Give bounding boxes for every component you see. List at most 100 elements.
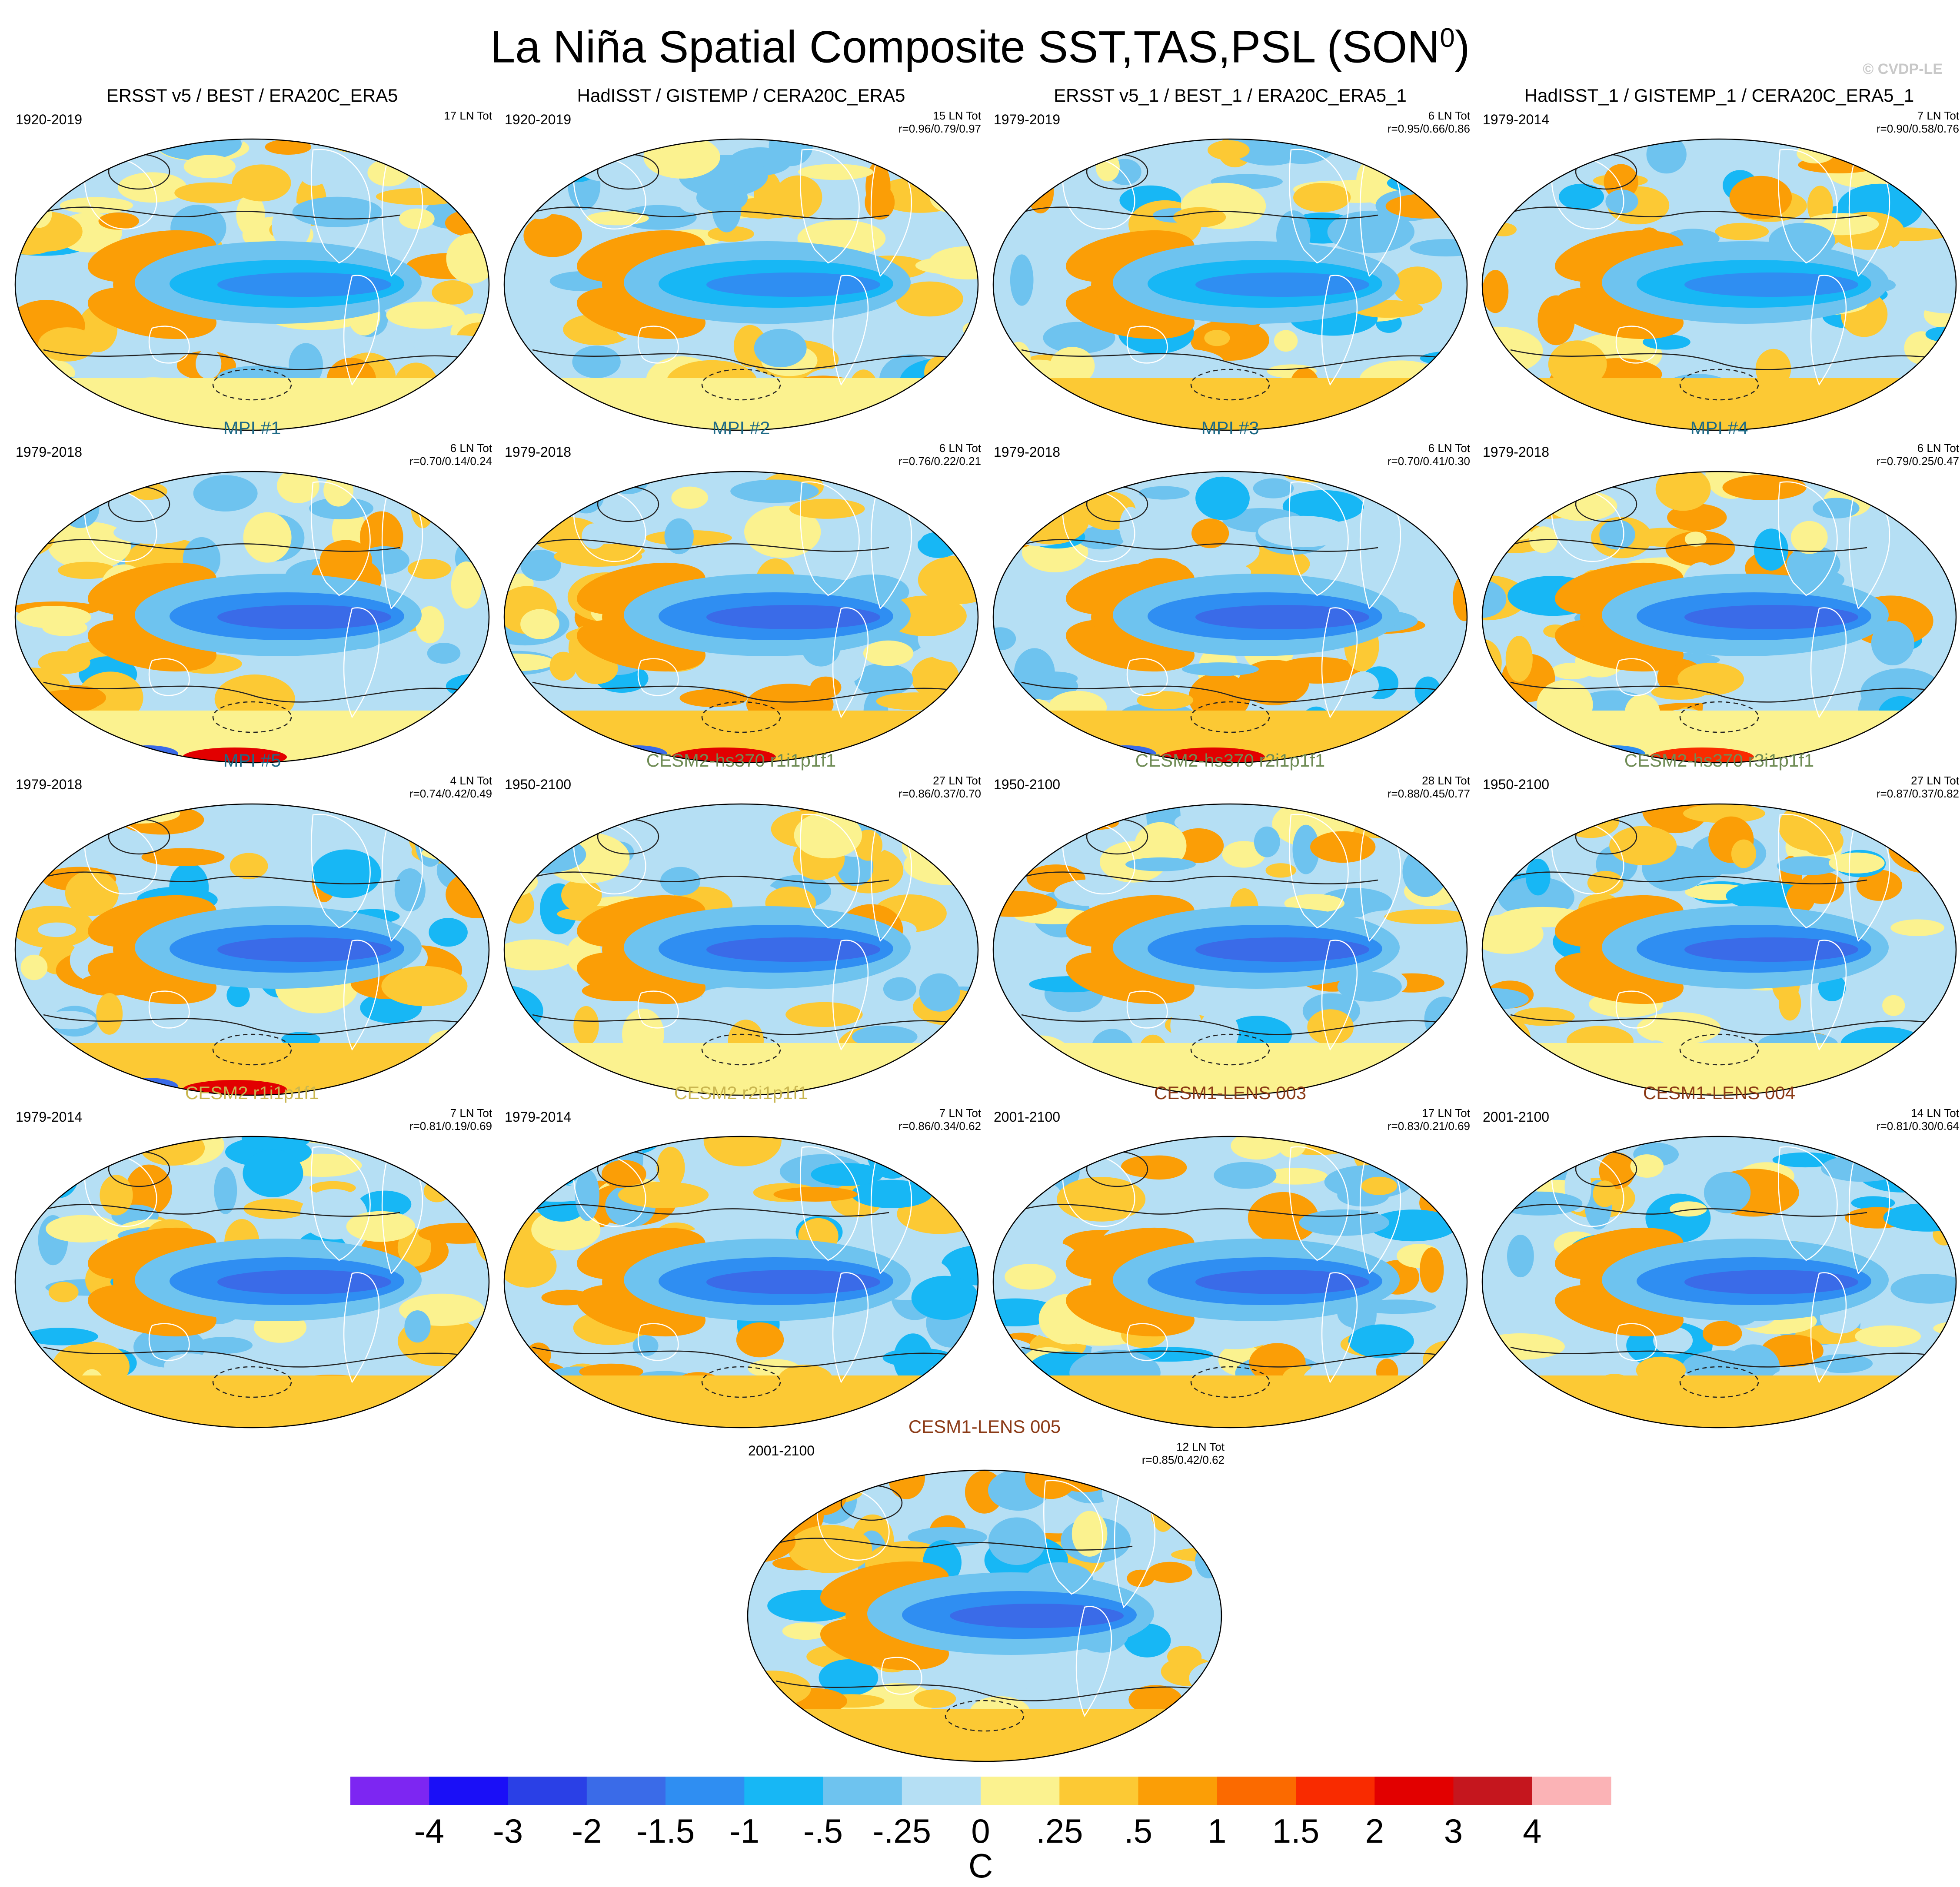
anomaly-patch <box>1025 1470 1077 1499</box>
coastline <box>1615 990 1657 1029</box>
anomaly-patch <box>1361 1176 1398 1195</box>
map-panel: CESM2-hs370 r2i1p1f1 1950-2100 28 LN Tot r=… <box>987 750 1474 1096</box>
coastline <box>637 658 679 696</box>
colorbar-swatch <box>429 1777 509 1805</box>
anomaly-patch <box>1847 472 1899 488</box>
global-map <box>992 1136 1468 1429</box>
anomaly-patch <box>1148 1561 1192 1583</box>
anomaly-patch <box>1348 671 1379 700</box>
anomaly-patch <box>794 812 862 859</box>
coastline <box>1126 658 1168 696</box>
anomaly-patch <box>1191 518 1229 548</box>
anomaly-patch <box>924 356 954 389</box>
anomaly-patch <box>1677 663 1744 695</box>
map-outline <box>503 1136 979 1429</box>
coastline <box>84 1153 157 1227</box>
coastline <box>881 1657 922 1695</box>
anomaly-patch <box>1855 1325 1921 1347</box>
anomaly-patch <box>1593 1180 1617 1207</box>
anomaly-patch <box>1482 804 1506 839</box>
anomaly-patch <box>1420 1247 1444 1293</box>
panel-title: ERSST v5_1 / BEST_1 / ERA20C_ERA5_1 <box>1054 85 1407 106</box>
anomaly-patch <box>520 549 561 581</box>
anomaly-patch <box>1559 183 1604 210</box>
coastline <box>1810 940 1847 1051</box>
anomaly-patch <box>1173 207 1226 228</box>
coastline <box>148 658 190 696</box>
panel-correlation: r=0.87/0.37/0.82 <box>1876 787 1959 800</box>
panel-correlation: r=0.90/0.58/0.76 <box>1876 122 1959 135</box>
anomaly-patch <box>1918 807 1956 857</box>
anomaly-patch <box>196 348 222 379</box>
anomaly-patch <box>656 1146 685 1189</box>
anomaly-patch <box>1553 139 1607 152</box>
anomaly-patch <box>1043 322 1115 354</box>
global-map <box>14 1136 490 1429</box>
panel-stats: 15 LN Tot r=0.96/0.79/0.97 <box>898 109 981 135</box>
anomaly-patch <box>15 482 84 520</box>
colorbar-tick-label: .25 <box>1036 1812 1083 1850</box>
anomaly-patch <box>48 1282 79 1302</box>
anomaly-patch <box>847 545 872 571</box>
coastline <box>1289 481 1349 596</box>
anomaly-patch <box>1284 894 1345 913</box>
anomaly-patch <box>309 497 374 519</box>
anomaly-patch <box>548 472 617 477</box>
anomaly-patch <box>137 1011 180 1025</box>
anomaly-patch <box>38 651 90 674</box>
anomaly-patch <box>1171 1547 1221 1562</box>
anomaly-patch <box>15 1044 25 1065</box>
anomaly-patch <box>25 1328 98 1345</box>
psl-contour-negative <box>1190 701 1270 733</box>
coastline <box>800 814 860 929</box>
credit-watermark: © CVDP-LE <box>1863 61 1943 77</box>
anomaly-patch <box>1722 475 1807 500</box>
anomaly-patch <box>1821 1155 1903 1182</box>
panel-correlation: r=0.95/0.66/0.86 <box>1387 122 1470 135</box>
anomaly-patch <box>1684 532 1707 547</box>
panel-correlation: r=0.70/0.14/0.24 <box>409 455 492 468</box>
anomaly-patch <box>999 139 1070 187</box>
panel-period: 1979-2018 <box>994 444 1061 460</box>
anomaly-patch <box>918 1144 941 1171</box>
anomaly-patch <box>243 1198 307 1219</box>
anomaly-patch <box>66 1138 100 1152</box>
anomaly-patch <box>671 486 708 509</box>
anomaly-patch <box>394 868 426 912</box>
anomaly-patch <box>440 473 466 507</box>
global-map <box>503 803 979 1096</box>
anomaly-patch <box>1492 472 1575 498</box>
anomaly-patch <box>1813 498 1860 518</box>
anomaly-patch <box>997 819 1035 870</box>
coastline <box>800 1146 860 1261</box>
anomaly-patch <box>421 845 489 861</box>
anomaly-patch <box>586 211 649 226</box>
anomaly-patch <box>33 1389 72 1427</box>
anomaly-patch <box>330 139 376 153</box>
anomaly-patch <box>1670 1201 1707 1217</box>
anomaly-patch <box>57 561 116 579</box>
anomaly-patch <box>100 1175 133 1216</box>
anomaly-patch <box>703 1136 782 1166</box>
anomaly-patch <box>1851 1196 1895 1210</box>
map-outline <box>1481 138 1957 431</box>
anomaly-patch <box>1274 330 1298 352</box>
anomaly-patch <box>399 142 446 162</box>
anomaly-patch <box>1258 515 1348 548</box>
map-outline <box>14 471 490 764</box>
anomaly-patch <box>696 183 748 213</box>
psl-contour <box>43 1346 470 1368</box>
anomaly-patch <box>1801 826 1844 856</box>
coastline <box>1062 1153 1135 1227</box>
coastline <box>311 814 371 929</box>
panel-stats: 6 LN Tot r=0.70/0.41/0.30 <box>1388 442 1470 468</box>
colorbar-swatch <box>1138 1777 1218 1805</box>
panel-stats: 7 LN Tot r=0.81/0.19/0.69 <box>409 1106 492 1133</box>
anomaly-patch <box>1599 519 1635 550</box>
panel-correlation: r=0.85/0.42/0.62 <box>1141 1453 1225 1466</box>
anomaly-patch <box>15 162 40 201</box>
coastline <box>1321 1272 1358 1383</box>
anomaly-patch <box>793 1478 863 1504</box>
anomaly-patch <box>226 983 250 1007</box>
psl-contour-negative <box>945 1700 1025 1732</box>
